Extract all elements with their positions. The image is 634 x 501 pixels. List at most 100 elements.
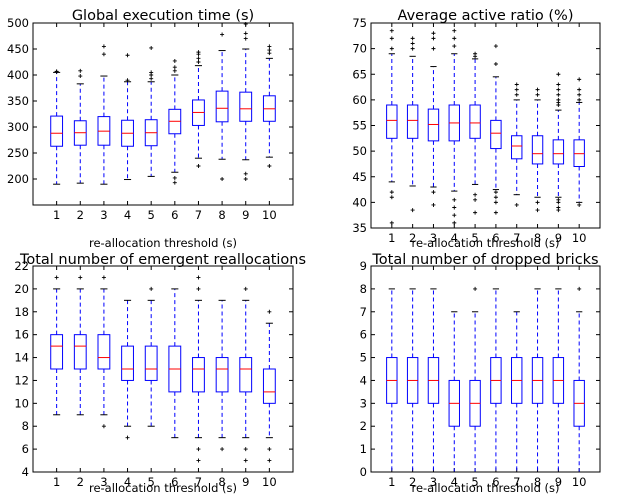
flier-point <box>535 208 540 213</box>
x-tick-label: 3 <box>430 231 437 245</box>
flier-point <box>452 197 457 202</box>
flier-point <box>101 52 106 57</box>
x-tick-label: 7 <box>513 475 520 489</box>
flier-point <box>410 36 415 41</box>
flier-point <box>493 44 498 49</box>
flier-point <box>556 205 561 210</box>
x-tick-label: 9 <box>242 208 249 222</box>
x-tick-label: 2 <box>77 475 84 489</box>
flier-point <box>577 92 582 97</box>
y-tick-label: 50 <box>352 144 367 158</box>
flier-point <box>389 195 394 200</box>
panel-active-ratio: Average active ratio (%) 354045505560657… <box>352 8 601 250</box>
x-tick-label: 8 <box>534 231 541 245</box>
flier-point <box>577 77 582 82</box>
flier-point <box>125 435 130 440</box>
y-tick-label: 0 <box>360 465 367 479</box>
flier-point <box>473 192 478 197</box>
x-tick-label: 7 <box>513 231 520 245</box>
x-tick-label: 5 <box>148 208 155 222</box>
flier-point <box>243 447 248 452</box>
flier-point <box>196 458 201 463</box>
flier-point <box>267 458 272 463</box>
x-axis-label: re-allocation threshold (s) <box>411 236 559 250</box>
y-tick-label: 55 <box>352 119 367 133</box>
flier-point <box>196 164 201 168</box>
plot-frame <box>32 265 294 473</box>
flier-point <box>577 202 582 207</box>
flier-point <box>452 36 457 41</box>
x-axis-label: re-allocation threshold (s) <box>89 481 237 495</box>
flier-point <box>54 69 59 74</box>
box <box>215 357 229 393</box>
flier-point <box>267 164 272 168</box>
box <box>215 90 229 123</box>
flier-point <box>556 92 561 97</box>
x-tick-label: 6 <box>492 231 499 245</box>
box <box>406 104 419 139</box>
box <box>573 139 585 168</box>
y-tick-label: 60 <box>352 93 367 107</box>
x-tick-label: 3 <box>100 208 107 222</box>
y-tick-label: 45 <box>352 170 367 184</box>
y-tick-label: 16 <box>14 328 29 342</box>
flier-point <box>78 68 83 73</box>
flier-point <box>172 175 177 180</box>
x-tick-label: 5 <box>148 475 155 489</box>
flier-point <box>493 200 498 205</box>
panel-title: Total number of dropped bricks <box>371 252 598 268</box>
y-tick-label: 3 <box>360 396 367 410</box>
x-tick-label: 6 <box>492 475 499 489</box>
y-tick-label: 10 <box>14 396 29 410</box>
y-tick-label: 4 <box>360 373 367 387</box>
flier-point <box>535 200 540 205</box>
y-tick-label: 4 <box>22 465 29 479</box>
x-tick-label: 8 <box>218 208 225 222</box>
flier-point <box>410 208 415 213</box>
flier-point <box>220 32 225 37</box>
x-tick-label: 9 <box>555 475 562 489</box>
panel-title: Average active ratio (%) <box>398 8 574 24</box>
x-tick-label: 5 <box>471 475 478 489</box>
x-tick-label: 4 <box>124 208 131 222</box>
flier-point <box>389 190 394 195</box>
plot-frame <box>370 22 601 229</box>
x-tick-label: 1 <box>388 231 395 245</box>
x-tick-label: 9 <box>555 231 562 245</box>
box <box>97 334 111 370</box>
flier-point <box>172 180 177 185</box>
x-tick-label: 10 <box>262 208 277 222</box>
flier-point <box>101 424 106 429</box>
flier-point <box>556 197 561 202</box>
y-tick-label: 8 <box>22 419 29 433</box>
flier-point <box>267 309 272 314</box>
x-axis-label: re-allocation threshold (s) <box>411 481 559 495</box>
x-tick-label: 7 <box>195 208 202 222</box>
flier-point <box>149 76 154 81</box>
flier-point <box>172 68 177 73</box>
box <box>144 345 158 381</box>
x-tick-label: 4 <box>124 475 131 489</box>
flier-point <box>389 220 394 225</box>
x-tick-label: 10 <box>262 475 277 489</box>
flier-point <box>243 286 248 291</box>
flier-point <box>220 177 225 181</box>
flier-point <box>431 31 436 36</box>
flier-point <box>452 28 457 33</box>
flier-point <box>577 286 582 291</box>
box <box>552 139 565 165</box>
box <box>511 135 523 160</box>
box <box>427 108 440 142</box>
y-tick-label: 300 <box>7 120 29 134</box>
x-tick-label: 6 <box>171 208 178 222</box>
box <box>73 334 87 370</box>
x-tick-label: 7 <box>195 475 202 489</box>
flier-point <box>410 46 415 51</box>
x-axis-label: re-allocation threshold (s) <box>89 236 237 250</box>
flier-point <box>389 46 394 51</box>
flier-point <box>473 286 478 291</box>
y-tick-label: 2 <box>360 419 367 433</box>
flier-point <box>473 197 478 202</box>
flier-point <box>149 70 154 75</box>
